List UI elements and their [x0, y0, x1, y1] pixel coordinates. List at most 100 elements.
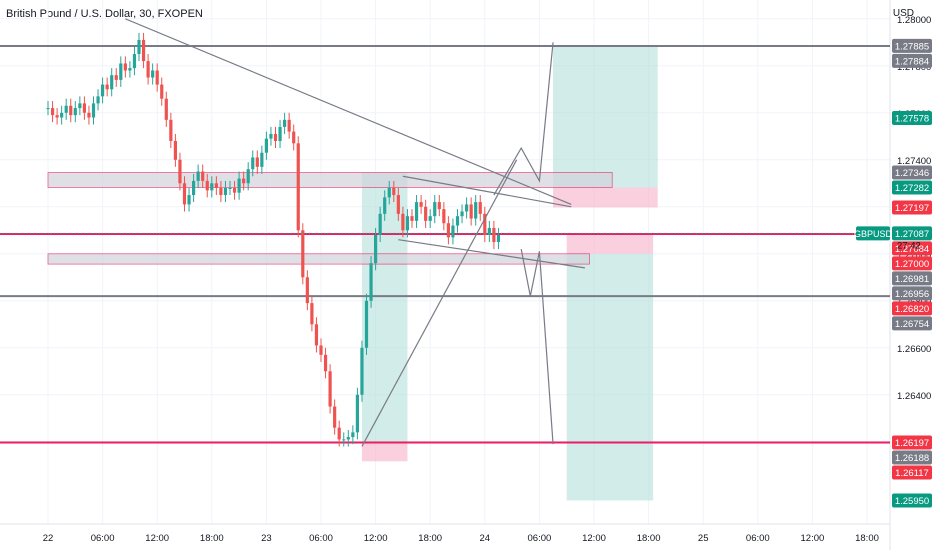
candle-body — [378, 213, 382, 235]
price-level-label: 1.26117 — [895, 468, 929, 479]
candle-body — [396, 195, 400, 214]
candle-body — [237, 178, 241, 193]
candle-body — [60, 112, 64, 118]
candle-body — [487, 227, 491, 235]
candle-body — [319, 345, 323, 355]
candle-body — [219, 187, 223, 196]
position-stop-box — [361, 442, 408, 462]
x-tick-label: 18:00 — [418, 533, 442, 544]
candle-body — [287, 119, 291, 132]
price-level-badge — [892, 316, 932, 331]
price-level-label: 1.27346 — [895, 168, 929, 179]
candle-body — [451, 225, 455, 238]
candle-body — [424, 206, 428, 221]
candle-body — [478, 202, 482, 214]
candle-body — [296, 143, 300, 231]
candle-body — [364, 300, 369, 348]
x-tick-label: 18:00 — [200, 533, 224, 544]
price-level-badge — [892, 256, 932, 271]
candle-body — [492, 227, 496, 243]
candle-body — [278, 126, 282, 141]
currency-label[interactable]: USD — [892, 8, 914, 19]
candle-body — [228, 187, 232, 189]
price-level-label: 1.27000 — [895, 259, 929, 270]
price-level-label: 1.26197 — [895, 438, 929, 449]
position-target-box — [566, 253, 654, 501]
candle-body — [55, 115, 59, 118]
candle-body — [196, 171, 200, 181]
price-level-label: 1.26820 — [895, 304, 929, 315]
price-level-badge — [892, 53, 932, 68]
candle-body — [496, 234, 501, 243]
price-level-label: 1.27885 — [895, 41, 929, 52]
position-stop-box — [553, 187, 658, 208]
price-level-badge — [892, 301, 932, 316]
price-level-label: 1.27084 — [895, 244, 929, 255]
trend-line — [361, 159, 518, 447]
candle-body — [123, 63, 127, 71]
candle-body — [437, 202, 441, 210]
candle-body — [96, 96, 100, 104]
candle-body — [260, 152, 264, 167]
price-level-label: 1.27282 — [895, 183, 929, 194]
candle-body — [91, 103, 96, 118]
candle-body — [210, 183, 214, 191]
candle-body — [151, 70, 155, 78]
candle-body — [214, 183, 218, 188]
price-level-badge — [892, 38, 932, 53]
price-level-label: 1.27884 — [895, 56, 929, 67]
candle-body — [82, 103, 86, 113]
projection-path — [493, 42, 554, 196]
y-tick-label: 1.26400 — [897, 391, 931, 402]
x-tick-label: 18:00 — [637, 533, 661, 544]
position-target-box — [553, 45, 658, 188]
candle-body — [182, 183, 187, 205]
candle-body — [342, 439, 346, 441]
candle-body — [155, 70, 159, 85]
candle-body — [360, 347, 364, 395]
price-level-label: 1.26981 — [895, 274, 929, 285]
candle-body — [351, 432, 355, 438]
candle-body — [428, 216, 432, 221]
candle-body — [64, 105, 68, 113]
projection-path — [520, 248, 554, 445]
price-level-badge — [892, 241, 932, 256]
candle-body — [442, 209, 446, 224]
candle-body — [232, 187, 237, 193]
candle-body — [328, 371, 332, 407]
trend-line — [402, 175, 572, 208]
price-level-label: 1.27197 — [895, 203, 929, 214]
candle-body — [333, 406, 337, 428]
candle-body — [110, 75, 114, 90]
candle-body — [128, 68, 132, 71]
candle-body — [242, 178, 246, 184]
candle-body — [101, 84, 105, 97]
price-level-badge — [892, 271, 932, 286]
candle-body — [337, 427, 341, 440]
candle-body — [173, 140, 177, 160]
x-tick-label: 25 — [698, 533, 709, 544]
candle-body — [469, 204, 473, 219]
x-tick-label: 06:00 — [746, 533, 770, 544]
candle-body — [205, 180, 209, 191]
candle-body — [264, 138, 268, 153]
x-tick-label: 06:00 — [91, 533, 115, 544]
candle-body — [192, 180, 196, 196]
price-level-badge — [892, 226, 932, 241]
x-tick-label: 18:00 — [855, 533, 879, 544]
candle-body — [414, 202, 419, 221]
candle-body — [292, 131, 296, 144]
price-level-label: 1.26754 — [895, 319, 929, 330]
candle-body — [460, 211, 464, 217]
candle-body — [455, 216, 460, 226]
price-level-badge — [892, 286, 932, 301]
price-level-badge — [892, 493, 932, 508]
candle-body — [283, 119, 287, 127]
candle-body — [405, 216, 410, 231]
candle-body — [50, 108, 55, 116]
candle-body — [305, 277, 309, 304]
candle-body — [132, 54, 137, 69]
candle-body — [374, 234, 378, 264]
x-tick-label: 24 — [480, 533, 491, 544]
